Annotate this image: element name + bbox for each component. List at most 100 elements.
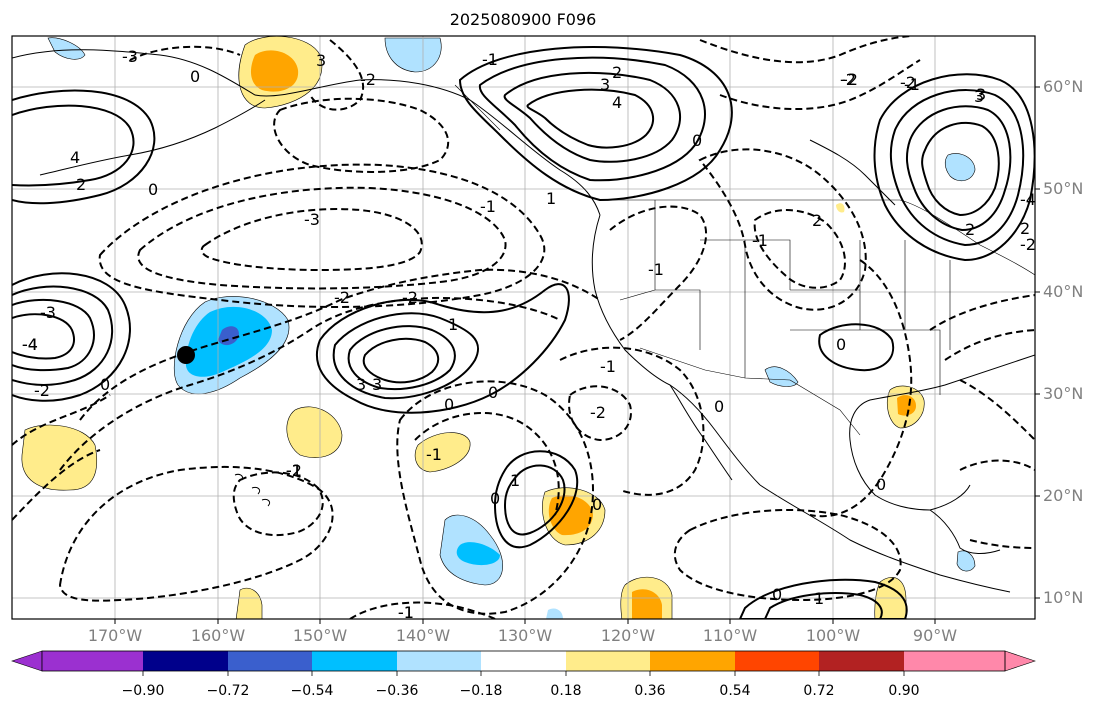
alaska-border	[454, 84, 501, 131]
colorbar-tick-label: 0.36	[634, 683, 666, 699]
lat-label: 20°N	[1043, 486, 1084, 505]
map-title: 2025080900 F096	[449, 10, 597, 29]
contour-label: -1	[286, 461, 302, 480]
contour-caribbean-low	[673, 509, 902, 602]
contour-label: 0	[592, 495, 602, 514]
contour-west-high-1	[12, 272, 131, 402]
lon-label: 150°W	[292, 626, 348, 645]
contour-topleft-high	[12, 89, 156, 205]
contour-label: 3	[372, 375, 382, 394]
lon-label: 100°W	[805, 626, 861, 645]
contour-mexico-low-2	[559, 346, 705, 496]
lon-label: 160°W	[190, 626, 246, 645]
negative-contours	[12, 36, 1035, 619]
shade-negative-canada	[944, 153, 976, 182]
contour-label: -3	[122, 47, 138, 66]
contour-label: -2	[286, 461, 302, 480]
contour-topleft-high-2	[12, 104, 135, 187]
contour-pacific-trough-long-2	[59, 296, 561, 471]
contour-label: -1	[398, 603, 414, 622]
contour-bering-low	[129, 45, 241, 61]
contour-west-high-4	[12, 313, 75, 360]
contour-alaska-ridge-3	[503, 71, 681, 163]
colorbar-tick-label: −0.54	[290, 683, 334, 699]
colorbar-tick-label: −0.72	[206, 683, 250, 699]
contour-north-canada	[699, 36, 911, 64]
positive-contours	[12, 46, 1035, 619]
contour-label: 3	[356, 375, 366, 394]
contour-label: 3	[316, 51, 326, 70]
shade-negative-south-core	[456, 542, 500, 566]
contour-pacific-low-3	[200, 208, 423, 272]
map-frame	[11, 35, 1036, 620]
lon-label: 130°W	[497, 626, 553, 645]
contour-alaska-ridge-2	[478, 56, 706, 182]
shade-positive-alaska-core	[250, 50, 299, 92]
contour-label: 0	[772, 585, 782, 604]
storm-position-marker	[177, 346, 195, 364]
contour-hudson-ridge-4	[921, 121, 1000, 217]
us-mexico-border	[639, 347, 861, 436]
state-lines	[619, 200, 951, 395]
coastlines	[12, 49, 1035, 593]
contour-label: 3	[974, 87, 984, 106]
contour-label: 2	[965, 220, 975, 239]
shade-positive-bottom-core	[632, 589, 662, 619]
contour-label: -2	[402, 288, 418, 307]
contour-west-high-3	[12, 298, 95, 372]
contour-label: -2	[334, 288, 350, 307]
lon-label: 170°W	[87, 626, 143, 645]
shade-negative-central-america	[956, 550, 976, 572]
contour-alaska-ridge-4	[526, 88, 655, 149]
canada-hudson-coast	[809, 139, 896, 206]
contour-south-positive	[493, 450, 579, 549]
lat-label: 50°N	[1043, 179, 1084, 198]
contour-label: -2	[842, 70, 858, 89]
contour-caribbean-low-2	[959, 459, 1035, 471]
contour-right-trough-2	[969, 539, 1035, 549]
colorbar-tick-label: 0.18	[550, 683, 582, 699]
lon-label: 120°W	[600, 626, 656, 645]
shade-negative-gulf	[384, 37, 442, 73]
contour-gulf-trough	[929, 294, 1035, 331]
contour-label: 0	[488, 383, 498, 402]
colorbar-frame	[41, 650, 1006, 672]
shade-negative-topleft	[47, 37, 86, 60]
contour-label: -1	[752, 231, 768, 250]
contour-label: -1	[398, 603, 414, 622]
contour-southwest-low	[58, 465, 334, 602]
contour-label: 0	[714, 397, 724, 416]
contour-label: -2	[34, 381, 50, 400]
contour-label: -1	[426, 445, 442, 464]
contour-label: 0	[836, 335, 846, 354]
political-borders	[454, 84, 1035, 436]
contour-label: -4	[22, 335, 38, 354]
colorbar-tick-label: −0.36	[375, 683, 419, 699]
contour-east-trough	[809, 259, 913, 518]
lon-label: 90°W	[912, 626, 958, 645]
contour-label: -3	[40, 303, 56, 322]
contour-label: -2	[1020, 235, 1036, 254]
contour-label: 2	[76, 175, 86, 194]
contour-label: -2	[360, 70, 376, 89]
contour-gulf-trough-2	[944, 329, 1035, 361]
contour-west-high-2	[12, 285, 114, 386]
contour-label: -2	[840, 70, 856, 89]
contour-right-trough	[959, 379, 1035, 441]
contour-label: 0	[100, 375, 110, 394]
contour-bering-low-2	[309, 39, 365, 111]
shade-positive-gulf-coast-core	[897, 395, 916, 416]
contour-bottom-positive	[738, 578, 908, 619]
colorbar-extend-low	[11, 650, 43, 672]
lat-label: 60°N	[1043, 77, 1084, 96]
colorbar-segment	[143, 651, 228, 671]
gridlines	[12, 36, 1035, 619]
contour-subtropic-high-2	[332, 312, 480, 400]
colorbar-segment	[735, 651, 819, 671]
contour-hudson-ridge-1	[873, 73, 1035, 262]
lat-label: 30°N	[1043, 384, 1084, 403]
contour-label: -1	[286, 461, 302, 480]
contour-label: 2	[612, 63, 622, 82]
contour-pacific-low-1	[98, 163, 546, 308]
